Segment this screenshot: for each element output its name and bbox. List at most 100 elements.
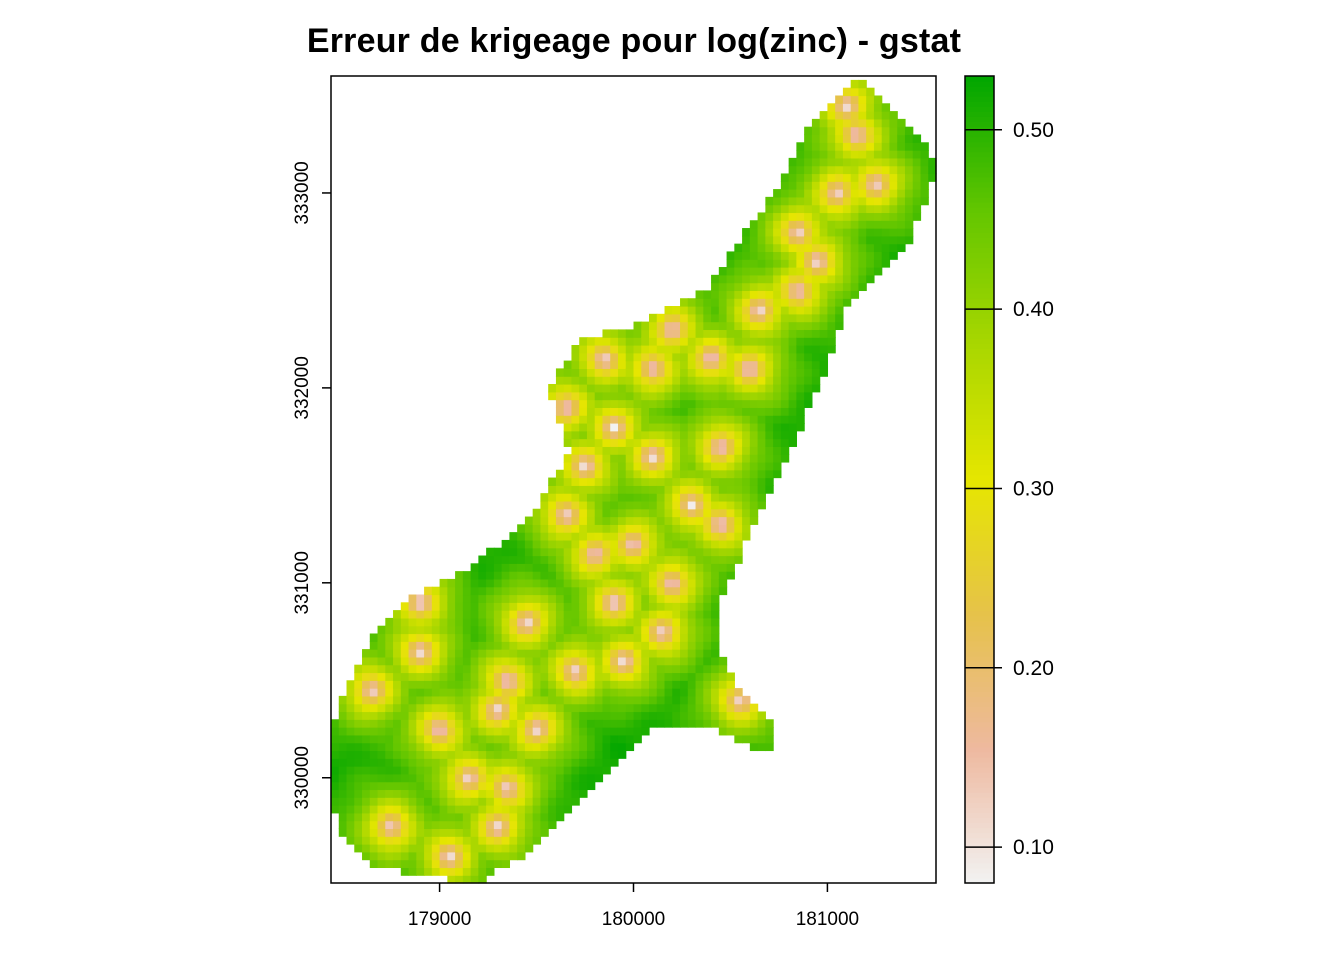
raster-cell [804,126,813,136]
raster-cell [687,586,697,596]
raster-cell [548,750,557,759]
raster-cell [889,111,898,120]
raster-cell [695,664,704,674]
raster-cell [602,555,611,564]
raster-cell [788,259,797,268]
colorbar-segment [965,388,994,395]
raster-cell [920,165,929,175]
raster-cell [742,274,751,284]
raster-cell [718,586,728,596]
raster-cell [680,298,689,307]
raster-cell [517,571,526,580]
raster-cell [703,345,712,354]
raster-cell [424,758,433,767]
raster-cell [478,820,487,830]
raster-cell [555,571,565,580]
raster-cell [594,461,604,471]
raster-cell [540,781,549,791]
raster-cell [369,711,379,720]
raster-cell [571,578,580,588]
raster-cell [346,820,355,830]
raster-cell [625,734,635,744]
raster-cell [509,680,518,689]
raster-cell [649,617,658,627]
raster-cell [680,500,689,510]
raster-cell [540,586,549,596]
raster-cell [726,555,735,564]
raster-cell [703,524,712,533]
raster-cell [478,758,487,767]
raster-cell [873,228,883,237]
raster-cell [579,345,588,354]
raster-cell [362,766,371,775]
raster-cell [517,563,526,572]
raster-cell [656,345,666,354]
raster-cell [602,391,611,401]
raster-cell [773,313,782,323]
raster-cell [687,368,697,377]
colorbar-segment [965,192,994,198]
raster-cell [594,610,604,619]
raster-cell [842,165,852,175]
raster-cell [920,173,929,182]
colorbar-segment [965,267,994,274]
raster-cell [431,766,441,775]
raster-cell [369,688,379,697]
raster-cell [726,282,735,292]
raster-cell [478,617,487,627]
raster-cell [633,477,642,486]
raster-cell [563,477,573,486]
raster-cell [819,298,829,307]
raster-cell [354,820,363,830]
raster-cell [757,438,766,447]
raster-cell [408,773,417,783]
raster-cell [509,555,518,564]
raster-cell [385,812,394,822]
raster-cell [711,391,720,401]
raster-cell [633,376,642,385]
raster-cell [431,625,441,635]
raster-cell [540,563,549,572]
raster-cell [749,415,759,424]
raster-cell [703,446,712,455]
raster-cell [493,641,503,650]
raster-cell [664,586,673,596]
raster-cell [594,688,604,697]
raster-cell [594,532,604,541]
colorbar-segment [965,726,994,733]
raster-cell [819,274,829,284]
raster-cell [424,867,433,876]
raster-cell [331,742,340,752]
raster-cell [687,469,697,479]
raster-cell [641,578,650,588]
raster-cell [455,703,464,713]
raster-cell [827,150,836,159]
colorbar-tick-label: 0.30 [1013,477,1054,500]
raster-cell [811,290,821,299]
colorbar-segment [965,681,994,687]
raster-cell [726,469,735,479]
raster-cell [486,844,495,853]
raster-cell [881,196,891,206]
raster-cell [734,368,743,377]
raster-cell [765,259,774,268]
raster-cell [509,812,518,822]
raster-cell [571,594,580,603]
raster-cell [416,688,425,697]
raster-cell [346,766,355,775]
raster-cell [835,243,844,253]
raster-cell [462,867,472,876]
raster-cell [462,719,472,728]
colorbar-segment [965,509,994,516]
raster-cell [462,844,472,853]
raster-cell [680,415,689,424]
raster-cell [362,773,371,783]
raster-cell [889,142,898,151]
raster-cell [749,446,759,455]
raster-cell [858,118,867,128]
colorbar-segment [965,277,994,284]
raster-cell [462,734,472,744]
raster-cell [393,851,402,861]
raster-cell [726,290,735,299]
raster-cell [610,555,619,564]
